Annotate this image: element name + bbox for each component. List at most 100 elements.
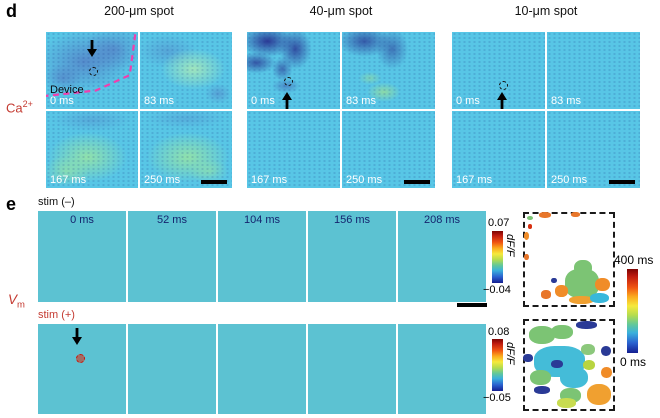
scale-bar bbox=[609, 180, 635, 184]
ca-frame: 83 ms bbox=[547, 32, 640, 109]
stim-arrow-down-icon bbox=[87, 40, 98, 58]
spot-group-40um: 0 ms 83 ms 167 ms 250 ms bbox=[247, 32, 435, 188]
map-patch bbox=[530, 370, 552, 386]
map-patch bbox=[556, 398, 577, 409]
map-patch bbox=[551, 277, 557, 284]
vm-row-label: Vm bbox=[8, 292, 25, 311]
ca-frame: 250 ms bbox=[342, 111, 435, 188]
colorbar-dff-pos bbox=[492, 339, 503, 391]
map-patch bbox=[551, 324, 573, 339]
group-title-200um: 200-μm spot bbox=[104, 4, 174, 18]
latency-colorbar bbox=[627, 269, 638, 353]
map-patch bbox=[540, 290, 551, 299]
panel-d-label: d bbox=[6, 1, 17, 21]
vm-frame bbox=[398, 324, 486, 414]
frame-time-label: 167 ms bbox=[251, 174, 288, 186]
frame-time-label: 0 ms bbox=[456, 95, 480, 107]
map-patch bbox=[527, 224, 533, 229]
vm-frame: 52 ms bbox=[128, 211, 216, 302]
vm-frame: 0 ms bbox=[38, 211, 126, 302]
spot-group-200um: Device 0 ms 83 ms 167 ms 250 ms bbox=[46, 32, 232, 188]
map-patch bbox=[581, 343, 595, 356]
scale-bar bbox=[457, 303, 487, 307]
frame-time-label: 208 ms bbox=[423, 214, 461, 226]
frame-time-label: 104 ms bbox=[243, 214, 281, 226]
group-title-40um: 40-μm spot bbox=[309, 4, 373, 18]
vm-frame: 208 ms bbox=[398, 211, 486, 302]
map-patch bbox=[523, 354, 533, 363]
colorbar-max-label: 0.07 bbox=[488, 217, 510, 229]
map-patch bbox=[576, 321, 598, 329]
vm-frame bbox=[38, 324, 126, 414]
group-title-10um: 10-μm spot bbox=[514, 4, 578, 18]
frame-time-label: 156 ms bbox=[333, 214, 371, 226]
ca-frame: 0 ms bbox=[452, 32, 545, 109]
latency-map-stim-neg bbox=[523, 212, 615, 307]
colorbar-max-label: 0.08 bbox=[488, 326, 510, 338]
map-patch bbox=[565, 268, 599, 298]
ca-frame: 250 ms bbox=[140, 111, 232, 188]
vm-frame: 104 ms bbox=[218, 211, 306, 302]
ca-frame: 167 ms bbox=[452, 111, 545, 188]
ca-frame: 250 ms bbox=[547, 111, 640, 188]
map-patch bbox=[569, 295, 594, 305]
stim-spot-marker bbox=[75, 353, 85, 363]
colorbar-axis-label: dF/F bbox=[504, 234, 516, 257]
stim-spot-marker bbox=[498, 81, 508, 91]
map-patch bbox=[526, 215, 533, 221]
frame-time-label: 83 ms bbox=[346, 95, 376, 107]
ca-frame: 167 ms bbox=[46, 111, 138, 188]
stim-negative-label: stim (–) bbox=[38, 196, 75, 208]
vm-frame bbox=[128, 324, 216, 414]
frame-time-label: 167 ms bbox=[456, 174, 493, 186]
scale-bar bbox=[201, 180, 227, 184]
stim-spot-marker bbox=[89, 66, 99, 76]
frame-time-label: 250 ms bbox=[551, 174, 588, 186]
map-patch bbox=[524, 254, 529, 261]
colorbar-min-label: −0.05 bbox=[483, 392, 511, 404]
ca-frame: 83 ms bbox=[342, 32, 435, 109]
map-patch bbox=[586, 384, 612, 406]
scale-bar bbox=[404, 180, 430, 184]
map-patch bbox=[600, 366, 613, 379]
frame-time-label: 0 ms bbox=[70, 214, 94, 226]
colorbar-dff-neg bbox=[492, 231, 503, 283]
map-patch bbox=[583, 359, 596, 371]
stim-spot-marker bbox=[284, 76, 294, 86]
frame-time-label: 0 ms bbox=[50, 95, 74, 107]
map-patch bbox=[524, 232, 530, 241]
map-patch bbox=[554, 284, 569, 297]
stim-arrow-up-icon bbox=[282, 92, 293, 109]
vm-frame bbox=[308, 324, 396, 414]
spot-group-10um: 0 ms 83 ms 167 ms 250 ms bbox=[452, 32, 640, 188]
colorbar-axis-label: dF/F bbox=[504, 342, 516, 365]
latency-min-label: 0 ms bbox=[620, 355, 647, 369]
vm-row-stim-negative: 0 ms 52 ms 104 ms 156 ms 208 ms bbox=[38, 211, 486, 302]
frame-time-label: 52 ms bbox=[157, 214, 187, 226]
frame-time-label: 250 ms bbox=[346, 174, 383, 186]
ca-frame: 167 ms bbox=[247, 111, 340, 188]
map-patch bbox=[528, 326, 555, 344]
map-patch bbox=[600, 345, 612, 357]
vm-frame: 156 ms bbox=[308, 211, 396, 302]
map-patch bbox=[590, 293, 609, 304]
latency-map-stim-pos bbox=[523, 319, 615, 411]
colorbar-min-label: −0.04 bbox=[483, 284, 511, 296]
map-patch bbox=[595, 277, 611, 292]
frame-time-label: 0 ms bbox=[251, 95, 275, 107]
vm-frame bbox=[218, 324, 306, 414]
frame-time-label: 167 ms bbox=[50, 174, 87, 186]
frame-time-label: 83 ms bbox=[551, 95, 581, 107]
device-label: Device bbox=[50, 84, 84, 96]
stim-positive-label: stim (+) bbox=[38, 309, 75, 321]
map-patch bbox=[551, 359, 563, 368]
ca-frame: 83 ms bbox=[140, 32, 232, 109]
ca-row-label: Ca2+ bbox=[6, 99, 33, 116]
stim-arrow-down-icon bbox=[72, 327, 83, 345]
map-patch bbox=[570, 212, 580, 217]
frame-time-label: 250 ms bbox=[144, 174, 181, 186]
frame-time-label: 83 ms bbox=[144, 95, 174, 107]
map-patch bbox=[560, 366, 589, 388]
vm-row-stim-positive bbox=[38, 324, 486, 414]
